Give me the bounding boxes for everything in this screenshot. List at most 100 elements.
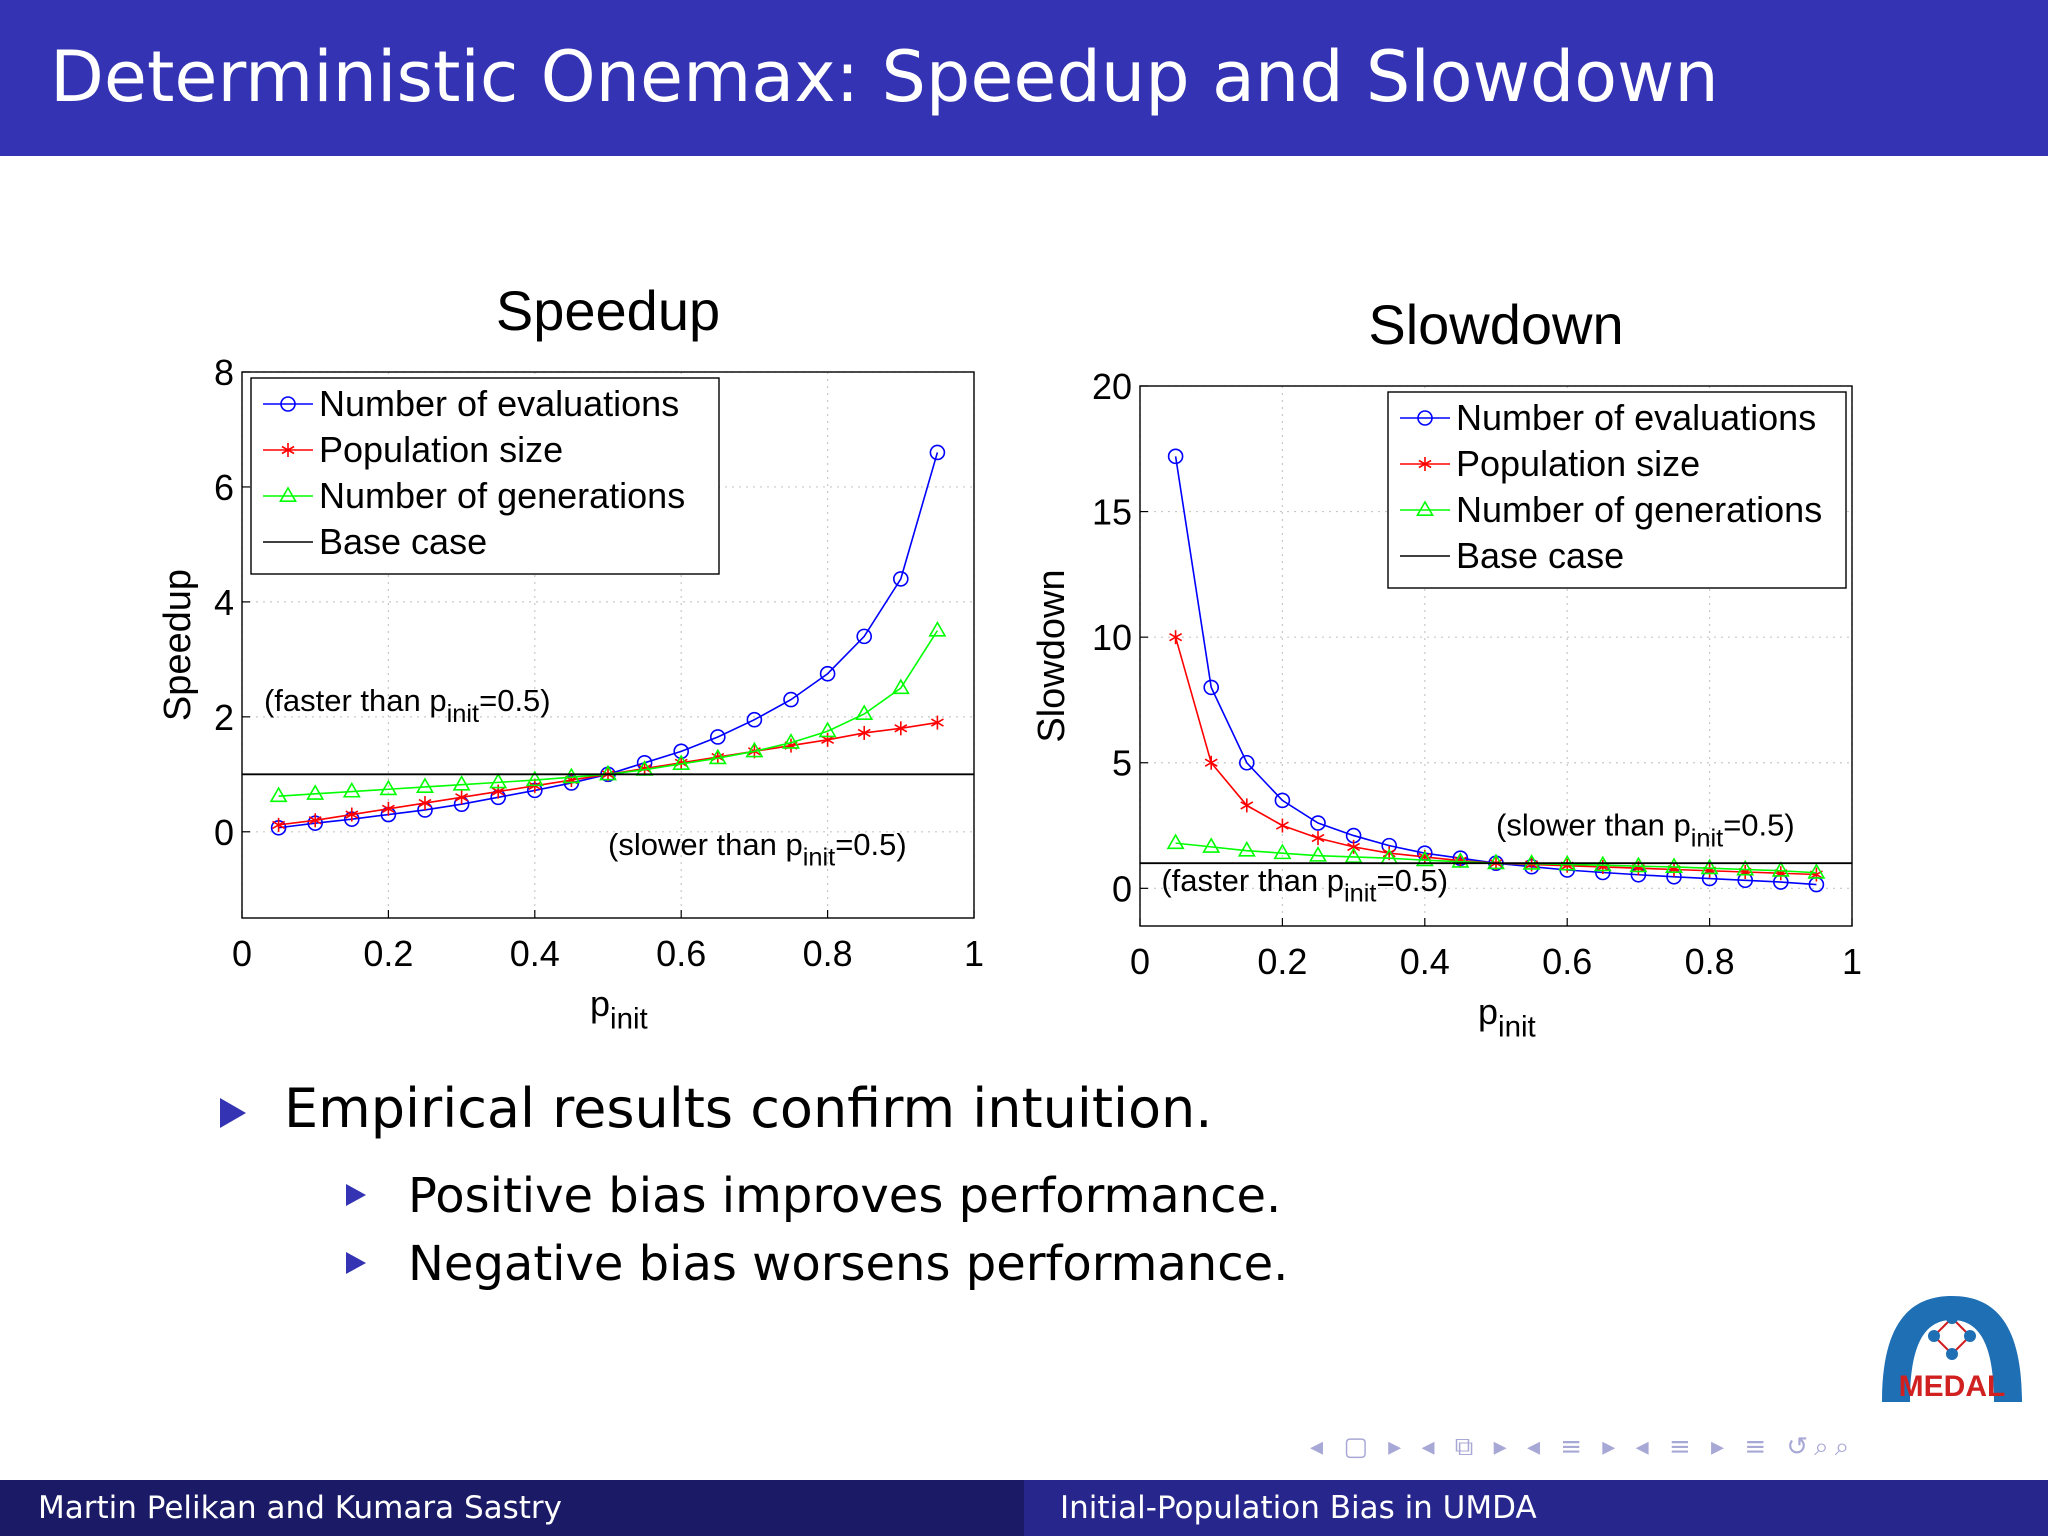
data-point [1344,847,1363,863]
data-point [819,665,836,682]
data-point [452,775,471,791]
data-point [306,784,325,800]
legend-label: Base case [1456,535,1624,576]
y-tick-label: 20 [1092,366,1132,407]
data-point [599,764,617,781]
data-point [489,772,508,789]
legend-label: Base case [319,521,487,562]
footer-talk-title: Initial-Population Bias in UMDA [1060,1490,1537,1526]
legend-label: Number of generations [1456,489,1822,530]
x-tick-label: 0.2 [1257,941,1307,982]
data-point [562,767,581,784]
data-point [856,628,873,645]
nav-document-icons[interactable]: ◂ ≡ ▸ [1635,1432,1731,1462]
data-point [1665,857,1683,873]
data-point [381,801,395,816]
x-axis-label: pinit [590,983,648,1036]
annotation: (faster than pinit=0.5) [1161,863,1448,908]
data-point [1415,850,1434,867]
data-point [745,741,764,758]
data-point [1273,843,1292,860]
nav-section-icons[interactable]: ◂ ≡ ▸ [1526,1432,1622,1462]
sub-bullet-1: Positive bias improves performance. [408,1168,1282,1224]
data-point [746,711,763,728]
x-tick-label: 0.8 [1685,941,1735,982]
data-point [279,486,297,503]
data-point [1237,841,1256,857]
data-point [1167,448,1184,465]
x-tick-label: 0.2 [363,933,413,974]
data-point [783,691,799,708]
title-bar: Deterministic Onemax: Speedup and Slowdo… [0,0,2048,156]
legend-box [250,377,720,575]
legend-item: Base case [1400,535,1624,576]
data-point [1309,846,1327,862]
data-point [1771,861,1790,877]
data-point [1310,815,1326,831]
logo-text: MEDAL [1899,1370,2006,1403]
legend-item: Number of generations [263,475,685,516]
data-point [1700,858,1719,875]
y-tick-label: 0 [214,812,234,853]
data-point [672,754,691,770]
x-tick-label: 0.4 [1400,941,1450,982]
legend-item: Population size [263,429,563,470]
data-point [1311,831,1325,846]
bullet-marker [220,1098,246,1128]
data-point [894,721,908,736]
legend: Number of evaluations Population size Numb… [1387,391,1847,589]
data-point [891,678,910,695]
medal-logo: MEDAL [1882,1296,2022,1403]
data-point [1347,839,1361,854]
bullet-main: Empirical results confirm intuition. [284,1077,1213,1140]
y-tick-label: 4 [214,582,234,623]
nav-subsection-icons[interactable]: ◂ ⧉ ▸ [1421,1432,1513,1462]
annotation: (faster than pinit=0.5) [264,683,551,728]
footer-authors: Martin Pelikan and Kumara Sastry [38,1490,563,1526]
data-point [1274,792,1291,809]
sub-bullet-marker [346,1252,366,1274]
data-point [857,725,871,740]
x-tick-label: 1 [964,933,984,974]
y-tick-label: 15 [1092,492,1132,533]
nav-search-icon[interactable]: ↺⌕⌕ [1786,1432,1856,1462]
chart-title: Slowdown [1368,293,1623,356]
y-tick-label: 5 [1112,743,1132,784]
data-point [416,777,434,793]
x-tick-label: 0 [1130,941,1150,982]
data-point [1204,755,1218,770]
data-point [1239,754,1255,771]
data-point [1240,798,1254,813]
y-tick-label: 2 [214,697,234,738]
legend-item: Number of generations [1400,489,1822,530]
legend-label: Population size [319,429,563,470]
x-tick-label: 0.6 [656,933,706,974]
nav-frame-icons[interactable]: ◂ ▢ ▸ [1310,1432,1408,1462]
legend: Number of evaluations Population size Numb… [250,377,720,575]
footer-title-bar: Initial-Population Bias in UMDA [1024,1480,2048,1536]
x-axis-label: pinit [1478,991,1536,1044]
nav-menu-icon[interactable]: ≡ [1744,1432,1773,1462]
data-point [379,779,398,796]
data-point [342,781,361,798]
legend-label: Population size [1456,443,1700,484]
beamer-navigation[interactable]: ◂ ▢ ▸ ◂ ⧉ ▸ ◂ ≡ ▸ ◂ ≡ ▸ ≡ ↺⌕⌕ [1310,1432,1855,1463]
data-point [782,733,800,749]
data-point [1807,863,1826,879]
sub-bullet-marker [346,1184,366,1206]
data-point [418,796,432,811]
data-point [708,748,727,765]
y-tick-label: 6 [214,467,234,508]
data-point [930,715,944,730]
data-point [928,621,947,637]
data-point [821,732,835,747]
legend-item: Base case [263,521,487,562]
x-tick-label: 0.6 [1542,941,1592,982]
x-tick-label: 0 [232,933,252,974]
legend-item: Number of evaluations [1400,397,1816,438]
x-tick-label: 0.4 [510,933,560,974]
data-point [1169,630,1183,645]
data-point [1417,410,1433,426]
data-point [1629,856,1648,873]
